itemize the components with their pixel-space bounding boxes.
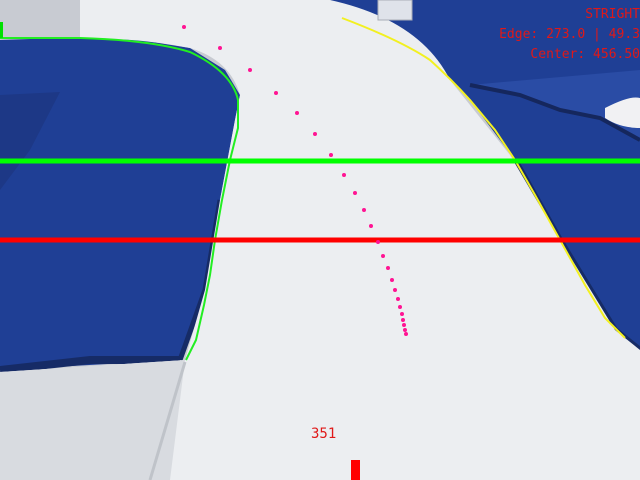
path-point bbox=[403, 328, 407, 332]
path-point bbox=[313, 132, 317, 136]
path-point bbox=[396, 297, 400, 301]
path-point bbox=[369, 224, 373, 228]
path-point bbox=[386, 266, 390, 270]
path-point bbox=[274, 91, 278, 95]
path-point bbox=[402, 323, 406, 327]
path-point bbox=[182, 25, 186, 29]
path-point bbox=[295, 111, 299, 115]
path-point bbox=[329, 153, 333, 157]
right-edge-line bbox=[341, 17, 626, 339]
corner-marker bbox=[0, 22, 3, 38]
path-point bbox=[390, 278, 394, 282]
path-point bbox=[400, 312, 404, 316]
floor-sign bbox=[605, 97, 640, 128]
path-point bbox=[401, 318, 405, 322]
obstacle-box bbox=[377, 0, 413, 21]
offset-marker bbox=[351, 460, 360, 480]
path-point bbox=[398, 305, 402, 309]
track-mat-right-panel bbox=[470, 70, 640, 140]
track-mat-left-panel bbox=[0, 92, 60, 190]
left-edge-line bbox=[0, 37, 239, 361]
path-point bbox=[248, 68, 252, 72]
path-point bbox=[393, 288, 397, 292]
center-path-points bbox=[182, 25, 408, 336]
hud-offset-value: 351 bbox=[311, 426, 337, 442]
path-point bbox=[376, 240, 380, 244]
path-point bbox=[342, 173, 346, 177]
hud-state-label: STRIGHT bbox=[585, 7, 640, 22]
hud-center-readout: Center: 456.50 bbox=[530, 47, 640, 62]
path-point bbox=[353, 191, 357, 195]
path-point bbox=[362, 208, 366, 212]
mat-seam-right-inner bbox=[469, 83, 640, 142]
hud-edge-readout: Edge: 273.0 | 49.3 bbox=[499, 27, 640, 42]
path-point bbox=[218, 46, 222, 50]
floor-near-left bbox=[0, 360, 185, 480]
path-point bbox=[404, 332, 408, 336]
track-mat-left bbox=[0, 0, 240, 370]
path-point bbox=[381, 254, 385, 258]
mat-seam-bottom bbox=[0, 356, 180, 374]
road-seam bbox=[148, 361, 187, 480]
